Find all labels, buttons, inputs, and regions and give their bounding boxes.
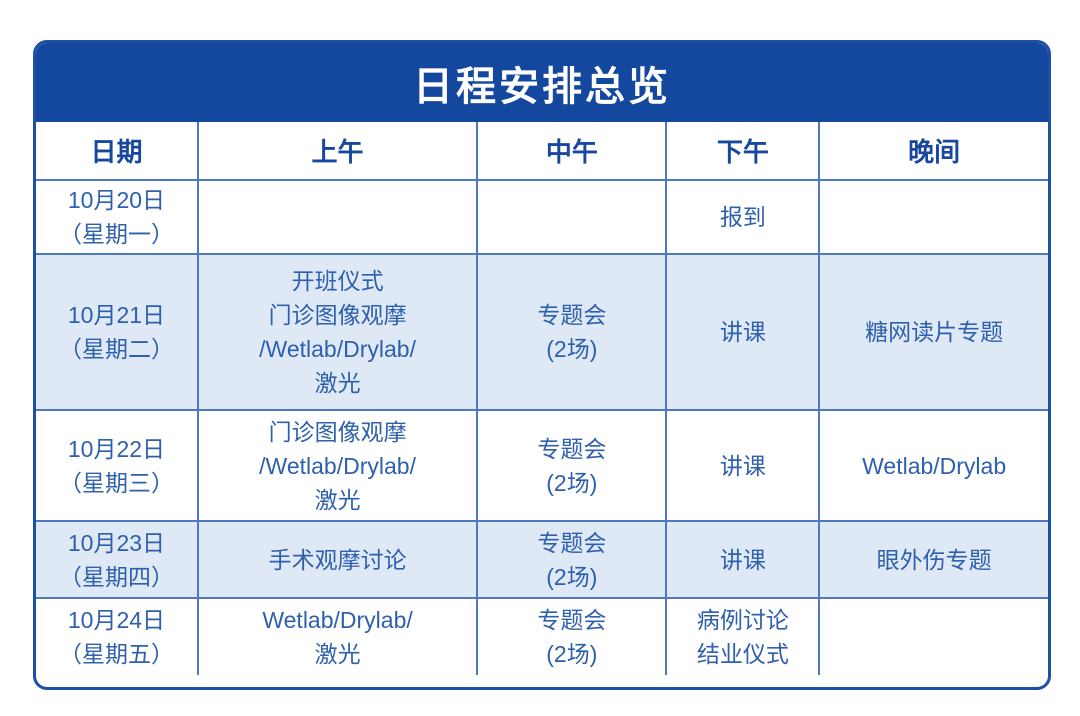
cell-noon	[476, 179, 668, 255]
column-header-afternoon: 下午	[665, 121, 821, 181]
table-row: 10月22日 （星期三） 门诊图像观摩 /Wetlab/Drylab/ 激光 专…	[36, 409, 1048, 522]
cell-noon: 专题会 (2场)	[476, 409, 668, 522]
cell-noon: 专题会 (2场)	[476, 520, 668, 599]
schedule-card: 日程安排总览 日期 上午 中午 下午 晚间 10月20日 （星期一）	[33, 40, 1051, 690]
cell-date: 10月21日 （星期二）	[36, 253, 199, 411]
cell-morning	[196, 179, 479, 255]
cell-date: 10月22日 （星期三）	[36, 409, 199, 522]
cell-afternoon: 讲课	[665, 253, 821, 411]
cell-evening: Wetlab/Drylab	[818, 409, 1048, 522]
cell-morning: Wetlab/Drylab/ 激光	[196, 597, 479, 676]
schedule-table: 日期 上午 中午 下午 晚间 10月20日 （星期一） 报到 10月21日 （星…	[36, 121, 1048, 676]
column-header-date: 日期	[36, 121, 199, 181]
cell-date: 10月20日 （星期一）	[36, 179, 199, 255]
header-row: 日期 上午 中午 下午 晚间	[36, 121, 1048, 181]
page-title: 日程安排总览	[413, 64, 671, 109]
cell-evening	[818, 179, 1048, 255]
cell-afternoon: 讲课	[665, 520, 821, 599]
cell-afternoon: 报到	[665, 179, 821, 255]
cell-morning: 门诊图像观摩 /Wetlab/Drylab/ 激光	[196, 409, 479, 522]
column-header-noon: 中午	[476, 121, 668, 181]
table-row: 10月21日 （星期二） 开班仪式 门诊图像观摩 /Wetlab/Drylab/…	[36, 253, 1048, 411]
table-row: 10月23日 （星期四） 手术观摩讨论 专题会 (2场) 讲课 眼外伤专题	[36, 520, 1048, 599]
cell-evening: 眼外伤专题	[818, 520, 1048, 599]
cell-afternoon: 讲课	[665, 409, 821, 522]
table-row: 10月24日 （星期五） Wetlab/Drylab/ 激光 专题会 (2场) …	[36, 597, 1048, 676]
column-header-evening: 晚间	[818, 121, 1048, 181]
cell-afternoon: 病例讨论 结业仪式	[665, 597, 821, 676]
cell-date: 10月24日 （星期五）	[36, 597, 199, 676]
column-header-morning: 上午	[196, 121, 479, 181]
cell-noon: 专题会 (2场)	[476, 597, 668, 676]
cell-date: 10月23日 （星期四）	[36, 520, 199, 599]
table-row: 10月20日 （星期一） 报到	[36, 179, 1048, 255]
cell-morning: 手术观摩讨论	[196, 520, 479, 599]
title-bar: 日程安排总览	[36, 43, 1048, 122]
cell-noon: 专题会 (2场)	[476, 253, 668, 411]
cell-morning: 开班仪式 门诊图像观摩 /Wetlab/Drylab/ 激光	[196, 253, 479, 411]
cell-evening: 糖网读片专题	[818, 253, 1048, 411]
cell-evening	[818, 597, 1048, 676]
